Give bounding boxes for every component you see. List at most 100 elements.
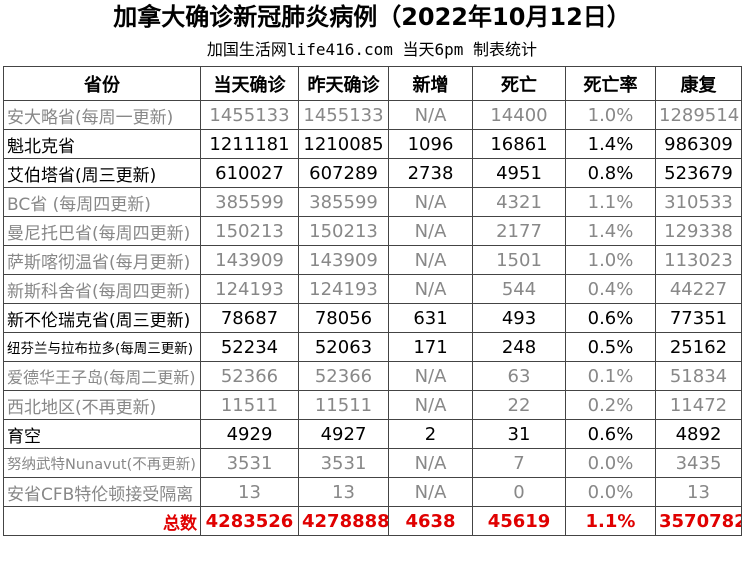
- value-cell: 44227: [655, 274, 742, 304]
- data-row: 安省CFB特伦顿接受隔离 13 13 N/A 0 0.0% 13: [3, 477, 742, 507]
- value-cell: 4892: [655, 419, 742, 449]
- value-cell: 0.0%: [565, 477, 656, 507]
- value-cell: 2: [388, 419, 473, 449]
- value-cell: 124193: [200, 274, 299, 304]
- value-cell: 0.8%: [565, 158, 656, 188]
- province-cell: 努纳武特Nunavut(不再更新): [3, 448, 201, 478]
- column-header: 康复: [655, 66, 742, 101]
- value-cell: 150213: [200, 216, 299, 246]
- data-row: 萨斯喀彻温省(每月更新) 143909 143909 N/A 1501 1.0% 11302…: [3, 245, 742, 275]
- value-cell: 52366: [200, 361, 299, 391]
- value-cell: 2177: [472, 216, 566, 246]
- value-cell: 544: [472, 274, 566, 304]
- value-cell: 11472: [655, 390, 742, 420]
- data-row: 努纳武特Nunavut(不再更新) 3531 3531 N/A 7 0.0% 3435: [3, 448, 742, 478]
- province-cell: 西北地区(不再更新): [3, 390, 201, 420]
- covid-table: 省份 当天确诊 昨天确诊 新增 死亡 死亡率 康复 安大略省(每周一更新) 1455133 14…: [3, 66, 742, 536]
- data-row: 安大略省(每周一更新) 1455133 1455133 N/A 14400 1.0% 128…: [3, 100, 742, 130]
- value-cell: 4278888: [298, 506, 389, 536]
- province-cell: 安省CFB特伦顿接受隔离: [3, 477, 201, 507]
- province-cell: 艾伯塔省(周三更新): [3, 158, 201, 188]
- value-cell: 631: [388, 303, 473, 333]
- value-cell: 610027: [200, 158, 299, 188]
- data-row: 爱德华王子岛(每周二更新) 52366 52366 N/A 63 0.1% 51834: [3, 361, 742, 391]
- value-cell: 385599: [298, 187, 389, 217]
- value-cell: 52234: [200, 332, 299, 362]
- value-cell: N/A: [388, 361, 473, 391]
- value-cell: 3531: [298, 448, 389, 478]
- value-cell: 493: [472, 303, 566, 333]
- value-cell: 11511: [298, 390, 389, 420]
- province-cell: 曼尼托巴省(每周四更新): [3, 216, 201, 246]
- column-header: 新增: [388, 66, 473, 101]
- value-cell: 3531: [200, 448, 299, 478]
- value-cell: 4283526: [200, 506, 299, 536]
- value-cell: 0.1%: [565, 361, 656, 391]
- value-cell: 150213: [298, 216, 389, 246]
- province-cell: 新不伦瑞克省(周三更新): [3, 303, 201, 333]
- value-cell: 11511: [200, 390, 299, 420]
- value-cell: 4638: [388, 506, 473, 536]
- column-header: 当天确诊: [200, 66, 299, 101]
- value-cell: 607289: [298, 158, 389, 188]
- value-cell: 4929: [200, 419, 299, 449]
- value-cell: 0.5%: [565, 332, 656, 362]
- title: 加拿大确诊新冠肺炎病例（2022年10月12日）: [113, 3, 631, 31]
- value-cell: 0.6%: [565, 303, 656, 333]
- data-row: 魁北克省 1211181 1210085 1096 16861 1.4% 986309: [3, 129, 742, 159]
- value-cell: 129338: [655, 216, 742, 246]
- value-cell: 1.0%: [565, 100, 656, 130]
- value-cell: 1.1%: [565, 506, 656, 536]
- value-cell: 124193: [298, 274, 389, 304]
- value-cell: 78687: [200, 303, 299, 333]
- value-cell: 52366: [298, 361, 389, 391]
- value-cell: N/A: [388, 187, 473, 217]
- data-row: 新斯科舍省(每周四更新) 124193 124193 N/A 544 0.4% 44227: [3, 274, 742, 304]
- province-cell: 纽芬兰与拉布拉多(每周三更新): [3, 332, 201, 362]
- province-cell: 育空: [3, 419, 201, 449]
- value-cell: N/A: [388, 448, 473, 478]
- value-cell: 3570782: [655, 506, 742, 536]
- data-row: BC省 (每周四更新) 385599 385599 N/A 4321 1.1% 310533: [3, 187, 742, 217]
- subtitle: 加国生活网life416.com 当天6pm 制表统计: [206, 40, 538, 59]
- column-header: 昨天确诊: [298, 66, 389, 101]
- value-cell: 25162: [655, 332, 742, 362]
- value-cell: 1289514: [655, 100, 742, 130]
- header-row: 省份 当天确诊 昨天确诊 新增 死亡 死亡率 康复: [3, 66, 742, 101]
- value-cell: 1455133: [200, 100, 299, 130]
- value-cell: N/A: [388, 100, 473, 130]
- value-cell: N/A: [388, 245, 473, 275]
- value-cell: 14400: [472, 100, 566, 130]
- value-cell: N/A: [388, 390, 473, 420]
- value-cell: 0.6%: [565, 419, 656, 449]
- value-cell: 113023: [655, 245, 742, 275]
- value-cell: 78056: [298, 303, 389, 333]
- data-row: 西北地区(不再更新) 11511 11511 N/A 22 0.2% 11472: [3, 390, 742, 420]
- value-cell: 1210085: [298, 129, 389, 159]
- value-cell: 51834: [655, 361, 742, 391]
- province-cell: 魁北克省: [3, 129, 201, 159]
- province-cell: 爱德华王子岛(每周二更新): [3, 361, 201, 391]
- value-cell: 1455133: [298, 100, 389, 130]
- value-cell: 4951: [472, 158, 566, 188]
- province-cell: 萨斯喀彻温省(每月更新): [3, 245, 201, 275]
- value-cell: 31: [472, 419, 566, 449]
- value-cell: 22: [472, 390, 566, 420]
- total-row: 总数 4283526 4278888 4638 45619 1.1% 3570782: [3, 506, 742, 536]
- data-row: 新不伦瑞克省(周三更新) 78687 78056 631 493 0.6% 77351: [3, 303, 742, 333]
- value-cell: 1211181: [200, 129, 299, 159]
- column-header: 死亡率: [565, 66, 656, 101]
- value-cell: 0.0%: [565, 448, 656, 478]
- value-cell: 4321: [472, 187, 566, 217]
- value-cell: 143909: [200, 245, 299, 275]
- value-cell: 143909: [298, 245, 389, 275]
- province-cell: 总数: [3, 506, 201, 536]
- province-cell: 新斯科舍省(每周四更新): [3, 274, 201, 304]
- value-cell: 13: [298, 477, 389, 507]
- value-cell: N/A: [388, 274, 473, 304]
- value-cell: 63: [472, 361, 566, 391]
- column-header: 省份: [3, 66, 201, 101]
- value-cell: 0: [472, 477, 566, 507]
- data-row: 艾伯塔省(周三更新) 610027 607289 2738 4951 0.8% 523679: [3, 158, 742, 188]
- province-cell: 安大略省(每周一更新): [3, 100, 201, 130]
